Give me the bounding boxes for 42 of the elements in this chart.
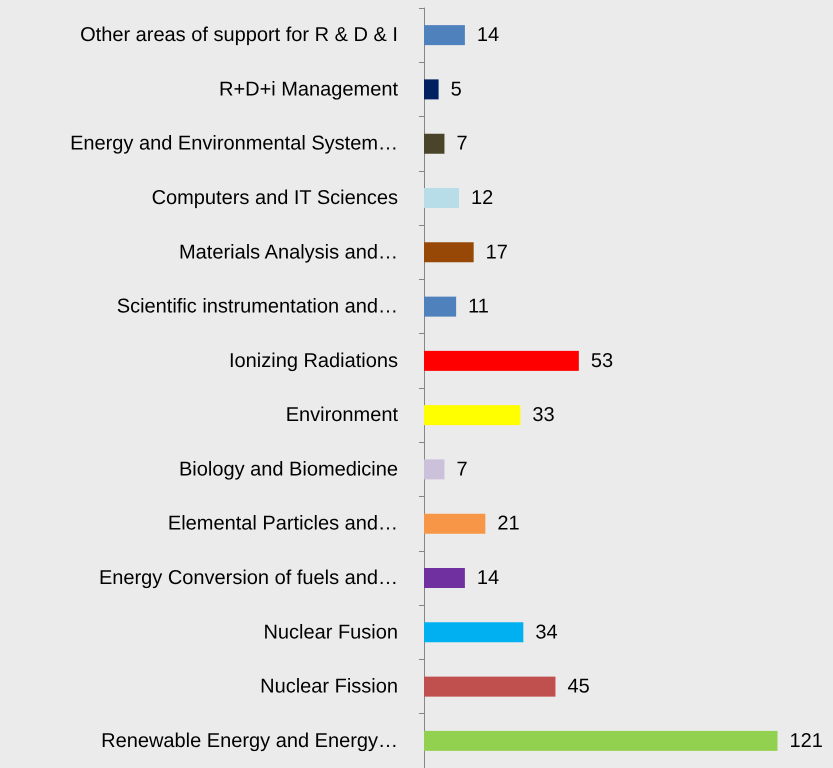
data-label: 12 xyxy=(471,187,494,209)
data-label: 33 xyxy=(532,404,555,426)
y-tick-label: Energy Conversion of fuels and… xyxy=(98,567,398,589)
bar xyxy=(424,350,579,371)
bar xyxy=(424,514,486,534)
data-label: 53 xyxy=(590,350,614,372)
data-label: 7 xyxy=(456,458,468,480)
y-tick-label: Biology and Biomedicine xyxy=(178,458,398,480)
y-tick-label: Materials Analysis and… xyxy=(179,241,398,264)
bar xyxy=(424,79,439,100)
y-tick-label: R+D+i Management xyxy=(219,78,398,100)
bar xyxy=(424,730,778,751)
data-label: 7 xyxy=(456,132,468,155)
data-label: 11 xyxy=(468,296,489,318)
y-tick-label: Other areas of support for R & D & I xyxy=(80,24,398,46)
data-label: 21 xyxy=(497,512,520,535)
bar xyxy=(424,188,460,208)
bar xyxy=(424,25,465,46)
y-tick-label: Nuclear Fusion xyxy=(263,621,398,644)
bar xyxy=(424,405,520,426)
y-tick-label: Energy and Environmental System… xyxy=(70,132,398,155)
bar xyxy=(424,568,465,588)
data-label: 17 xyxy=(486,241,508,264)
bar xyxy=(424,676,556,697)
y-tick-label: Ionizing Radiations xyxy=(229,350,398,372)
data-label: 121 xyxy=(789,730,823,752)
bar xyxy=(424,622,524,642)
bar xyxy=(424,242,474,262)
data-label: 45 xyxy=(567,676,590,698)
bar xyxy=(424,296,456,317)
bar xyxy=(424,459,444,480)
y-tick-label: Scientific instrumentation and… xyxy=(116,296,398,318)
data-label: 14 xyxy=(476,567,500,589)
y-tick-label: Nuclear Fission xyxy=(260,676,398,698)
y-tick-label: Computers and IT Sciences xyxy=(152,187,398,209)
y-tick-label: Elemental Particles and… xyxy=(168,512,398,535)
data-label: 14 xyxy=(476,24,500,46)
bar xyxy=(424,134,444,154)
y-tick-label: Environment xyxy=(286,404,398,426)
data-label: 5 xyxy=(450,78,462,100)
data-label: 34 xyxy=(535,621,558,644)
y-tick-label: Renewable Energy and Energy… xyxy=(101,730,398,752)
